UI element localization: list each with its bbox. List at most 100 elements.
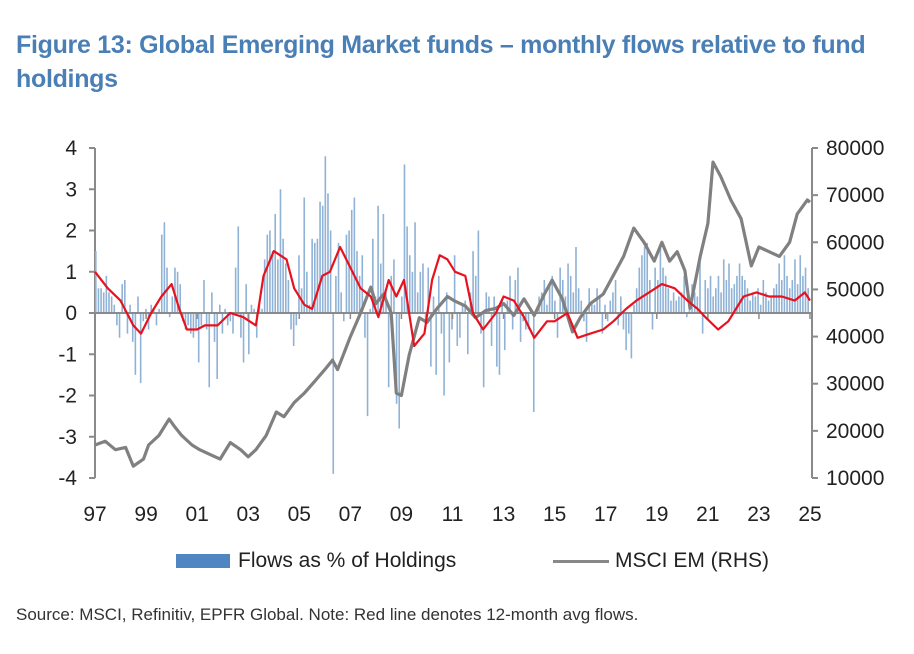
flow-bar: [226, 313, 229, 326]
flow-bar: [799, 255, 802, 313]
flow-bar: [448, 313, 451, 363]
flow-bar: [327, 193, 329, 313]
right-tick-label: 50000: [826, 278, 884, 301]
flow-bar: [284, 263, 287, 313]
flow-bar: [266, 234, 269, 313]
flow-bar: [546, 304, 548, 313]
flow-bar: [649, 280, 651, 313]
flow-bar: [783, 255, 786, 313]
msci-em-line: [94, 160, 812, 468]
flow-bar: [440, 313, 443, 334]
flow-bar: [704, 280, 707, 313]
flow-bar: [751, 292, 754, 313]
flow-bar: [113, 304, 116, 313]
flow-bar: [219, 304, 221, 313]
flow-bar: [110, 296, 113, 313]
tick-labels-group: 43210-1-2-3-4800007000060000500004000030…: [58, 137, 884, 526]
flow-bar: [501, 300, 503, 313]
flow-bar: [496, 313, 498, 367]
flow-bar: [467, 313, 469, 355]
flow-bar: [261, 308, 263, 313]
flow-bar: [150, 304, 153, 313]
flow-bar: [485, 292, 488, 313]
flow-bar: [192, 313, 195, 338]
left-tick-label: 1: [65, 261, 77, 284]
flow-bar: [379, 263, 382, 313]
flow-bar: [118, 313, 121, 338]
flow-bar: [366, 313, 369, 417]
flow-bar: [263, 259, 266, 313]
flow-bar: [377, 205, 379, 313]
flow-bar: [382, 214, 385, 313]
flow-bar: [656, 280, 659, 313]
flow-bar: [387, 313, 390, 388]
flow-bar: [335, 275, 337, 313]
flow-bar: [630, 313, 633, 359]
flow-bar: [511, 313, 514, 330]
flow-bar: [794, 259, 796, 313]
flow-bar: [437, 275, 440, 313]
flow-bar: [770, 296, 773, 313]
flow-bar: [445, 292, 448, 313]
flow-bar: [184, 313, 187, 330]
flow-bar: [168, 313, 171, 318]
flow-bar: [472, 251, 474, 313]
flow-bar: [242, 313, 245, 363]
legend-item-msci: MSCI EM (RHS): [553, 549, 769, 573]
flow-bar: [620, 296, 622, 313]
flow-bar: [746, 288, 749, 313]
flow-bar: [102, 292, 105, 313]
flow-bar: [461, 304, 464, 313]
flow-bar: [158, 308, 160, 313]
flow-bar: [646, 242, 649, 313]
flow-bar: [519, 313, 522, 342]
flow-bar: [422, 263, 424, 313]
flow-bar: [108, 292, 110, 313]
flow-bar: [274, 214, 277, 313]
flow-bar: [197, 313, 200, 363]
flow-bar: [585, 313, 588, 342]
flow-bar: [659, 247, 662, 313]
x-tick-label: 15: [543, 503, 566, 526]
flow-bar: [398, 313, 401, 429]
flow-bar: [348, 230, 350, 313]
flow-bar: [736, 275, 738, 313]
flow-bar: [372, 238, 374, 313]
x-tick-label: 01: [185, 503, 208, 526]
flow-bar: [672, 292, 675, 313]
flow-bar: [638, 267, 641, 313]
flow-bar: [643, 247, 646, 313]
flow-bar: [503, 313, 506, 351]
red-line-group: [94, 245, 811, 348]
flow-bar: [754, 296, 757, 313]
flow-bar: [757, 288, 759, 313]
flow-bar: [160, 234, 163, 313]
flow-bar: [567, 263, 569, 313]
flow-bar: [554, 300, 556, 313]
flow-bar: [725, 280, 728, 313]
zero-line-group: [94, 312, 812, 319]
flow-bar: [722, 259, 725, 313]
flow-bar: [292, 313, 295, 346]
flow-bar: [580, 300, 583, 313]
right-tick-label: 70000: [826, 184, 884, 207]
flow-bar: [572, 292, 575, 313]
flow-bar: [765, 292, 767, 313]
flow-bar: [569, 275, 572, 313]
flow-bar: [189, 313, 192, 334]
flow-bar: [216, 313, 218, 379]
flow-bar: [548, 284, 551, 313]
flow-bar: [453, 255, 456, 313]
legend-label-msci: MSCI EM (RHS): [615, 549, 769, 572]
flow-bar: [419, 271, 422, 313]
flow-bar: [232, 313, 234, 334]
flow-bar: [145, 308, 147, 313]
flow-bar: [432, 296, 435, 313]
flow-bar: [490, 313, 493, 346]
flow-bar: [411, 271, 414, 313]
flow-bar: [316, 238, 319, 313]
flow-bar: [424, 313, 427, 322]
flow-bar: [477, 230, 480, 313]
flow-bar: [234, 267, 237, 313]
